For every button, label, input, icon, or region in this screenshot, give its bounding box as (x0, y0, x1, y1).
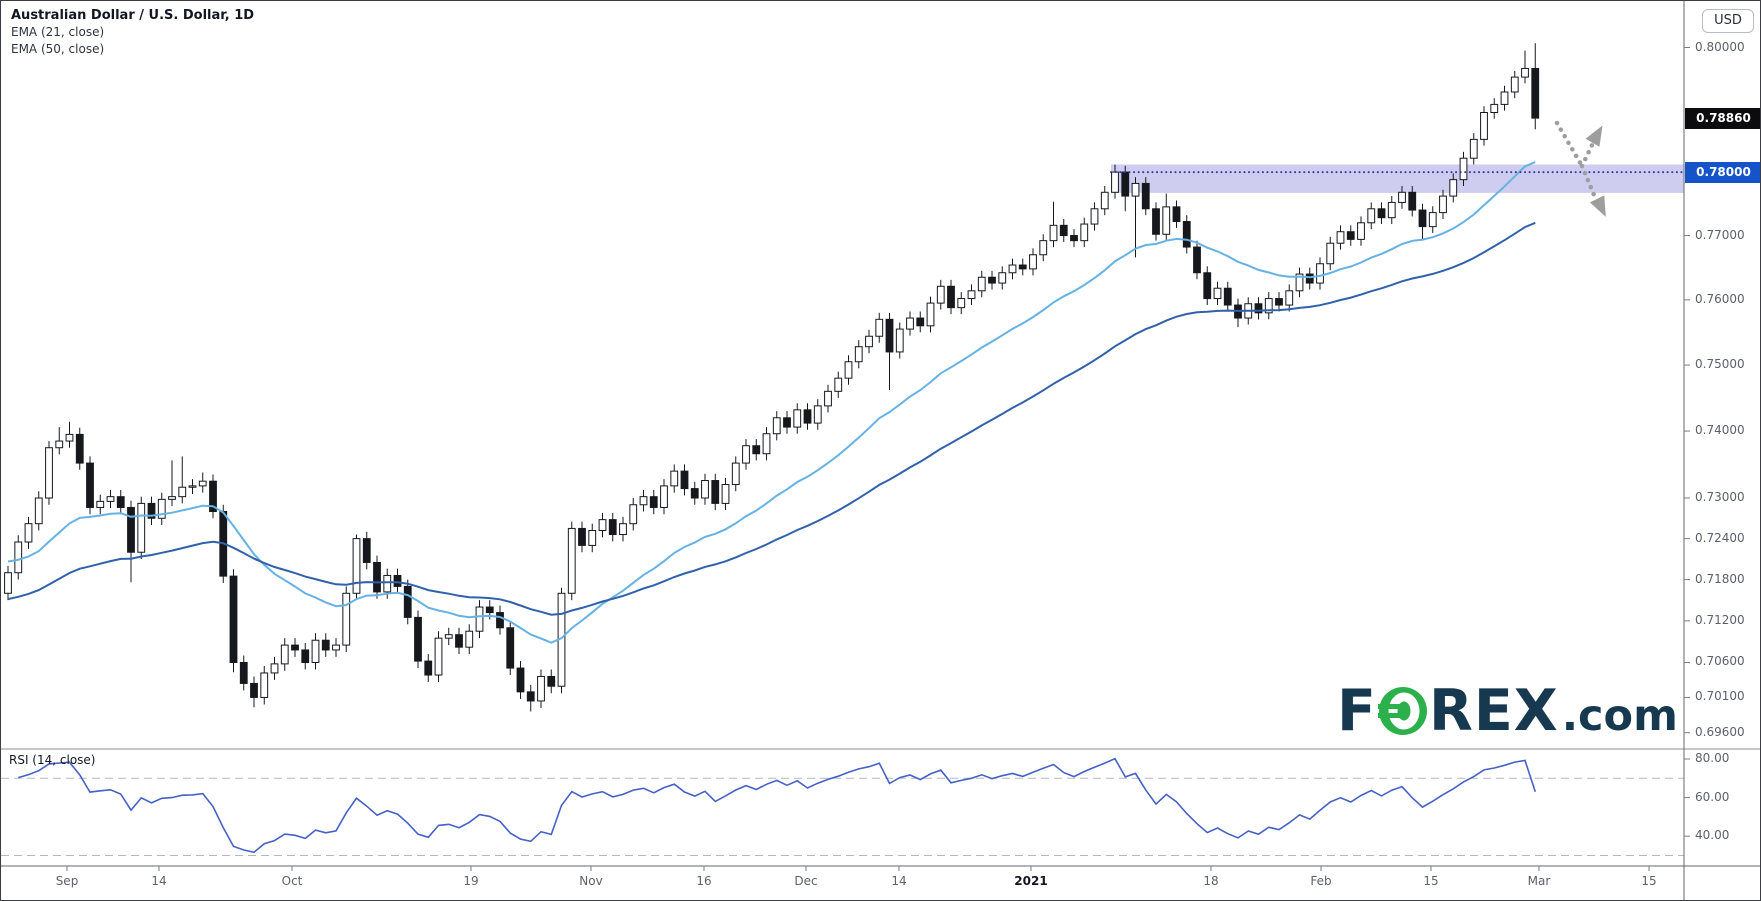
resistance-band[interactable] (1111, 164, 1684, 193)
logo-o-coin-icon (1377, 687, 1427, 735)
price-axis-label[interactable]: 0.72400 (1695, 530, 1745, 545)
time-axis-label[interactable]: 19 (463, 874, 479, 888)
rsi-axis-label[interactable]: 80.00 (1695, 751, 1730, 765)
ema50-line[interactable] (7, 221, 1536, 616)
symbol-title[interactable]: Australian Dollar / U.S. Dollar, 1D (11, 8, 255, 23)
price-axis-label[interactable]: 0.71200 (1695, 612, 1745, 627)
rsi-indicator-label[interactable]: RSI (14, close) (9, 753, 96, 767)
time-axis-label[interactable]: 15 (1641, 874, 1657, 888)
currency-unit-button[interactable]: USD (1702, 9, 1754, 33)
projection-arrows[interactable] (1554, 120, 1613, 220)
chart-legend: Australian Dollar / U.S. Dollar, 1D EMA … (11, 7, 254, 58)
time-axis-label[interactable]: 15 (1423, 874, 1439, 888)
price-axis-label[interactable]: 0.76000 (1695, 291, 1745, 306)
price-axis-label[interactable]: 0.71800 (1695, 571, 1745, 586)
logo-text-f: F (1337, 678, 1377, 744)
candle-bodies (4, 67, 1540, 702)
time-axis-label[interactable]: Oct (281, 874, 303, 888)
time-axis-label[interactable]: Nov (579, 874, 603, 888)
time-axis-label[interactable]: 18 (1203, 874, 1219, 888)
time-axis-label[interactable]: 14 (891, 874, 907, 888)
price-axis-label[interactable]: 0.70100 (1695, 689, 1745, 704)
forex-com-logo: F REX .com (1337, 681, 1678, 741)
price-axis-label[interactable]: 0.73000 (1695, 490, 1745, 504)
logo-text-com: .com (1561, 691, 1678, 741)
price-axis-label[interactable]: 0.77000 (1695, 227, 1745, 242)
price-axis-label[interactable]: 0.75000 (1695, 357, 1745, 372)
time-axis-label[interactable]: 14 (151, 874, 167, 888)
legend-ema50[interactable]: EMA (50, close) (11, 42, 105, 56)
time-axis-label[interactable]: Sep (55, 874, 79, 888)
rsi-line (18, 757, 1537, 854)
legend-ema21[interactable]: EMA (21, close) (11, 25, 105, 39)
price-axis-label[interactable]: 0.69600 (1695, 724, 1745, 739)
price-axis-label[interactable]: 0.74000 (1695, 423, 1745, 438)
alert-price-badge[interactable]: 0.78000 (1685, 161, 1760, 183)
price-axis-label[interactable]: 0.70600 (1695, 654, 1745, 669)
time-axis-label[interactable]: Mar (1527, 874, 1551, 888)
rsi-axis-label[interactable]: 60.00 (1695, 789, 1730, 804)
rsi-axis-label[interactable]: 40.00 (1695, 828, 1730, 843)
logo-text-rex: REX (1428, 678, 1559, 744)
last-price-badge: 0.78860 (1685, 107, 1760, 129)
time-axis-label[interactable]: 16 (696, 874, 712, 888)
time-axis-label[interactable]: Dec (794, 874, 818, 888)
time-axis-label[interactable]: 2021 (1014, 874, 1048, 888)
time-axis-label[interactable]: Feb (1310, 874, 1332, 888)
price-axis-label[interactable]: 0.80000 (1695, 39, 1745, 54)
ema21-line[interactable] (7, 161, 1536, 644)
